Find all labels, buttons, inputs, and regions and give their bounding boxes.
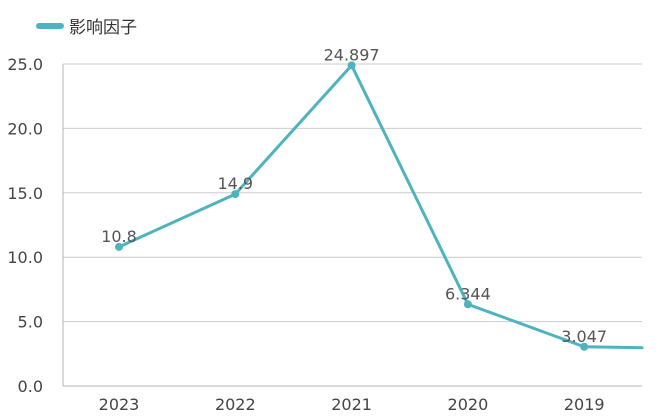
data-label: 3.047 <box>561 327 607 346</box>
x-tick-label: 2023 <box>99 395 140 413</box>
y-axis-ticks: 0.0 5.0 10.0 15.0 20.0 25.0 <box>7 55 43 396</box>
data-points <box>115 61 589 351</box>
series-line-layer <box>117 63 644 350</box>
y-tick-label: 0.0 <box>18 377 43 396</box>
data-point[interactable] <box>231 190 240 199</box>
data-point[interactable] <box>580 342 589 351</box>
x-tick-label: 2021 <box>331 395 372 413</box>
x-tick-label: 2020 <box>448 395 489 413</box>
legend-label: 影响因子 <box>69 18 137 38</box>
x-tick-label: 2019 <box>564 395 605 413</box>
data-label: 6.344 <box>445 284 491 303</box>
y-tick-label: 25.0 <box>7 55 43 74</box>
y-tick-label: 10.0 <box>7 248 43 267</box>
y-tick-label: 20.0 <box>7 119 43 138</box>
legend[interactable]: 影响因子 <box>36 18 137 38</box>
data-labels: 10.8 14.9 24.897 6.344 3.047 <box>101 45 607 345</box>
data-label: 24.897 <box>324 45 380 64</box>
data-point[interactable] <box>347 61 356 70</box>
data-label: 14.9 <box>217 174 253 193</box>
y-tick-label: 5.0 <box>18 313 43 332</box>
data-label: 10.8 <box>101 227 137 246</box>
x-tick-label: 2022 <box>215 395 256 413</box>
legend-swatch <box>36 23 64 29</box>
grid-lines <box>63 63 642 323</box>
y-tick-label: 15.0 <box>7 184 43 203</box>
x-axis-ticks: 2023 2022 2021 2020 2019 <box>99 395 605 414</box>
data-point[interactable] <box>463 300 472 309</box>
axes <box>62 64 642 387</box>
data-point[interactable] <box>115 242 123 251</box>
series-line <box>117 63 644 350</box>
